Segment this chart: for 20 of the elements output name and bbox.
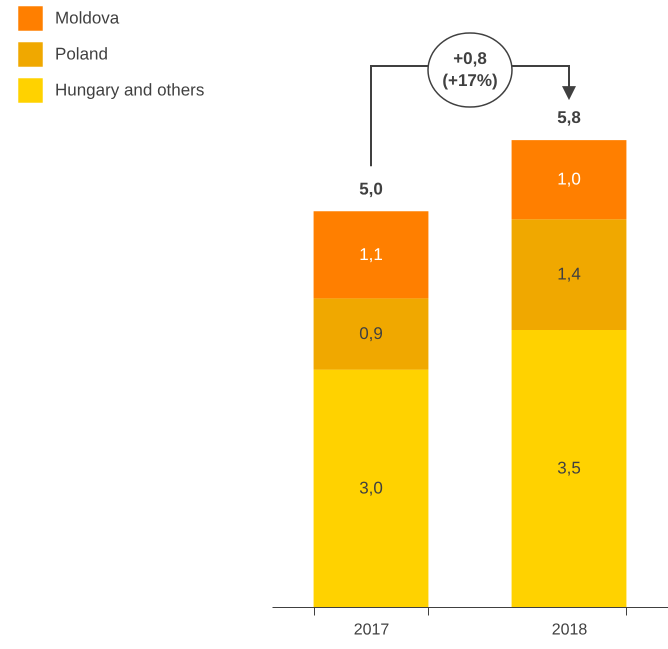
data-label: 3,5 (557, 458, 581, 478)
data-label: 1,0 (557, 170, 581, 189)
legend-label: Moldova (55, 8, 120, 28)
x-tick-label: 2017 (354, 622, 390, 638)
bar (314, 298, 428, 370)
total-label: 5,8 (557, 108, 581, 128)
data-label: 3,0 (359, 478, 383, 498)
legend-label: Hungary and others (55, 80, 204, 100)
bar (512, 219, 626, 330)
x-tick-label: 2018 (552, 622, 588, 638)
legend-label: Poland (55, 44, 108, 64)
bar (512, 140, 626, 220)
total-label: 5,0 (359, 179, 383, 198)
data-label: 1,4 (557, 264, 581, 284)
data-label: 0,9 (359, 324, 383, 343)
text: +0,8 (+17%) (441, 48, 499, 92)
data-label: 1,1 (359, 244, 383, 264)
bar (512, 330, 626, 607)
bar (314, 211, 428, 298)
bar (314, 370, 428, 607)
